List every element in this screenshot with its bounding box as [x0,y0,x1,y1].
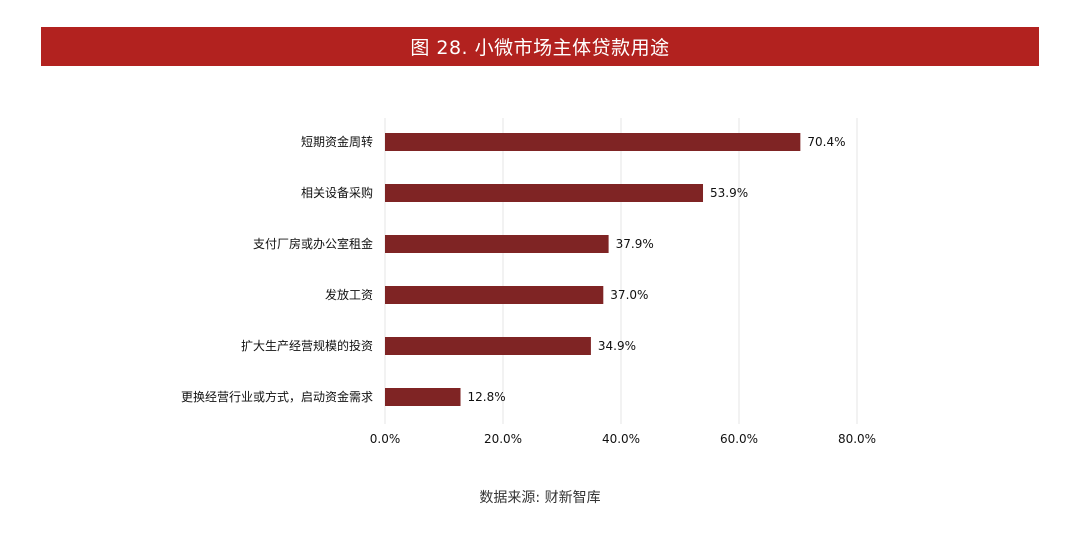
bar [385,133,801,151]
bar [385,337,591,355]
gridlines [384,118,858,424]
source-note: 数据来源: 财新智库 [479,490,601,506]
x-tick-label: 40.0% [602,432,640,446]
value-label: 70.4% [807,135,845,149]
chart-title: 图 28. 小微市场主体贷款用途 [410,37,670,59]
value-labels: 70.4% 53.9% 37.9% 37.0% 34.9% 12.8% [468,135,846,404]
bar [385,286,604,304]
category-label: 相关设备采购 [301,185,373,200]
bars [385,133,801,406]
value-label: 12.8% [468,390,506,404]
bar [385,388,461,406]
x-tick-label: 80.0% [838,432,876,446]
value-label: 37.0% [610,288,648,302]
bar [385,235,609,253]
category-labels: 短期资金周转相关设备采购支付厂房或办公室租金发放工资扩大生产经营规模的投资更换经… [181,134,373,404]
x-tick-label: 0.0% [370,432,401,446]
bar [385,184,704,202]
x-tick-label: 20.0% [484,432,522,446]
value-label: 37.9% [616,237,654,251]
value-label: 53.9% [710,186,748,200]
x-axis-ticks: 0.0% 20.0% 40.0% 60.0% 80.0% [370,432,876,446]
category-label: 支付厂房或办公室租金 [253,236,373,251]
value-label: 34.9% [598,339,636,353]
category-label: 扩大生产经营规模的投资 [241,338,373,353]
category-label: 更换经营行业或方式，启动资金需求 [181,389,373,404]
category-label: 发放工资 [325,287,373,302]
title-bar: 图 28. 小微市场主体贷款用途 [41,27,1039,66]
x-tick-label: 60.0% [720,432,758,446]
category-label: 短期资金周转 [301,134,373,149]
